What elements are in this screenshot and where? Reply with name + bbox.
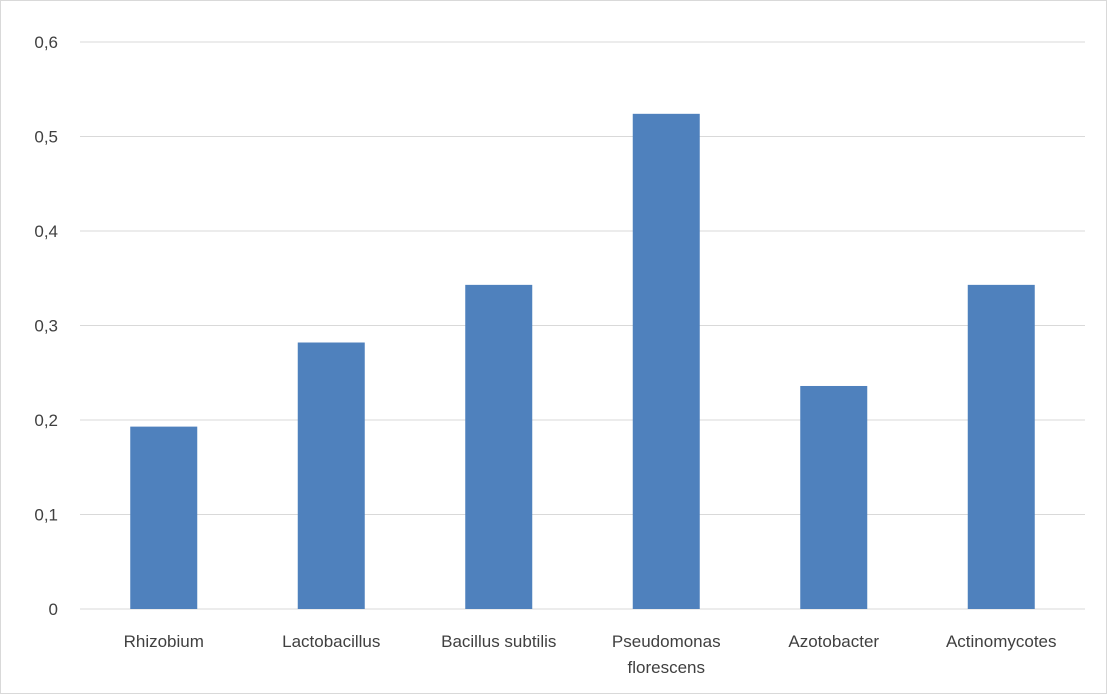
bar bbox=[800, 385, 868, 609]
bar bbox=[465, 284, 533, 609]
x-category-label: Pseudomonas florescens bbox=[612, 632, 721, 677]
y-tick-label: 0,2 bbox=[34, 411, 58, 430]
y-tick-label: 0 bbox=[49, 600, 58, 619]
x-category-label-line: Actinomycotes bbox=[946, 632, 1057, 651]
y-tick-label: 0,4 bbox=[34, 222, 58, 241]
x-category-label: Rhizobium bbox=[124, 632, 204, 651]
bar bbox=[967, 284, 1035, 609]
bar bbox=[130, 426, 198, 609]
gridlines bbox=[80, 41, 1085, 610]
x-axis-category-labels: Rhizobium Lactobacillus Bacillus subtilis P… bbox=[124, 632, 1057, 677]
x-category-label: Actinomycotes bbox=[946, 632, 1057, 651]
bars bbox=[130, 113, 1035, 609]
y-axis-tick-labels: 0 0,1 0,2 0,3 0,4 0,5 0,6 bbox=[34, 33, 58, 619]
x-category-label: Lactobacillus bbox=[282, 632, 380, 651]
x-category-label-line: florescens bbox=[628, 658, 705, 677]
bar bbox=[297, 342, 365, 609]
y-tick-label: 0,6 bbox=[34, 33, 58, 52]
y-tick-label: 0,5 bbox=[34, 128, 58, 147]
x-category-label-line: Pseudomonas bbox=[612, 632, 721, 651]
x-category-label: Bacillus subtilis bbox=[441, 632, 556, 651]
x-category-label-line: Rhizobium bbox=[124, 632, 204, 651]
x-category-label-line: Azotobacter bbox=[788, 632, 879, 651]
x-category-label-line: Lactobacillus bbox=[282, 632, 380, 651]
y-tick-label: 0,3 bbox=[34, 317, 58, 336]
y-tick-label: 0,1 bbox=[34, 506, 58, 525]
x-category-label-line: Bacillus subtilis bbox=[441, 632, 556, 651]
x-category-label: Azotobacter bbox=[788, 632, 879, 651]
bar bbox=[632, 113, 700, 609]
